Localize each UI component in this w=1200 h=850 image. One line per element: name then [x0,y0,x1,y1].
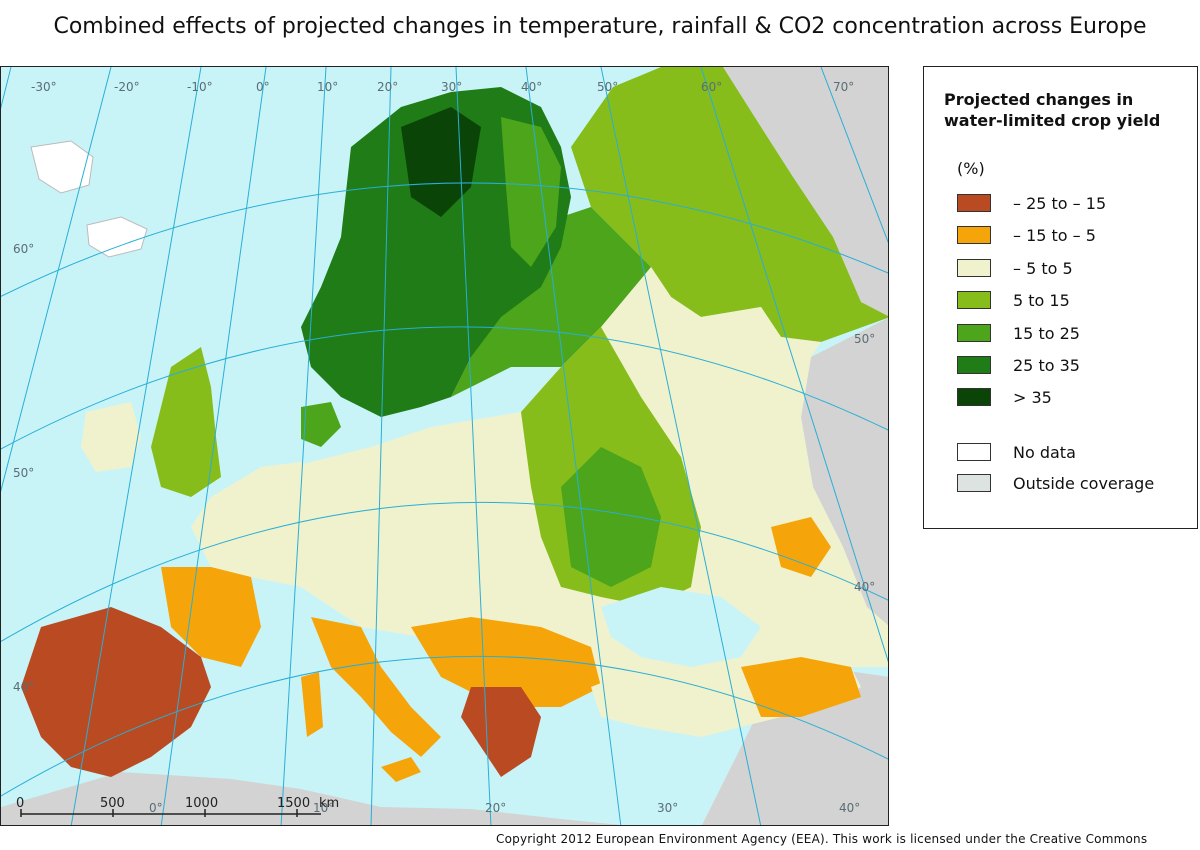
legend-label: No data [1013,442,1076,462]
region-ukraine-green [561,447,661,587]
region-scandinavia [301,87,571,417]
legend-title: Projected changes in water-limited crop … [944,90,1161,130]
legend-item: – 25 to – 15 [957,192,1106,214]
graticule-labels-right: 50° 40° [854,332,875,594]
region-south-france [161,567,261,667]
region-greece [461,687,541,777]
copyright-notice: Copyright 2012 European Environment Agen… [496,832,1148,846]
legend-swatch [957,226,991,244]
lon-label: 30° [657,801,678,815]
lon-label: 30° [441,80,462,94]
graticule-labels-bottom: 0° 10° 20° 30° 40° [149,801,860,815]
legend-label: 15 to 25 [1013,323,1080,343]
region-baltic-green [451,207,651,397]
map-title: Combined effects of projected changes in… [53,14,1147,39]
region-east-outside [801,318,888,626]
lon-label: 0° [256,80,270,94]
legend-swatch [957,291,991,309]
region-ne-outside [723,67,888,316]
lat-label: 40° [13,680,34,694]
lon-label: 60° [701,80,722,94]
region-middle-east-outside [702,667,888,825]
graticule-labels-left: 60° 50° 40° [13,242,34,694]
lon-label: 10° [313,801,334,815]
scale-unit-label: km [319,796,339,811]
legend-label: – 5 to 5 [1013,258,1073,278]
scale-tick-label: 0 [16,796,24,811]
lon-label: 40° [839,801,860,815]
lon-label: -10° [187,80,213,94]
legend-label: > 35 [1013,387,1052,407]
lon-label: 0° [149,801,163,815]
lon-label: 20° [485,801,506,815]
graticule [1,67,888,825]
legend-swatch [957,356,991,374]
legend-item: No data [957,441,1076,463]
legend-item: Outside coverage [957,472,1154,494]
legend-swatch [957,474,991,492]
lat-label: 50° [13,466,34,480]
legend-item: 15 to 25 [957,322,1080,344]
region-north-africa-outside [1,772,621,825]
region-balkans [411,617,601,707]
lon-label: -20° [114,80,140,94]
region-great-britain [151,347,221,497]
legend-panel: Projected changes in water-limited crop … [923,66,1198,529]
region-iceland-no-data [86,216,148,258]
lon-label: 70° [833,80,854,94]
legend-unit: (%) [957,159,985,178]
black-sea [601,587,761,667]
lon-label: 20° [377,80,398,94]
lon-label: 10° [317,80,338,94]
region-caucasus [771,517,831,577]
legend-swatch [957,443,991,461]
region-italy [311,617,441,757]
legend-item: – 15 to – 5 [957,224,1096,246]
legend-swatch [957,194,991,212]
region-denmark [301,402,341,447]
region-russia-north [571,67,888,342]
legend-item: 5 to 15 [957,289,1070,311]
legend-label: Outside coverage [1013,473,1155,493]
legend-swatch [957,388,991,406]
legend-swatch [957,259,991,277]
lat-label: 60° [13,242,34,256]
legend-label: – 15 to – 5 [1013,225,1096,245]
scale-tick-label: 1500 [277,796,310,811]
lon-label: 50° [597,80,618,94]
region-turkey-east [741,657,861,717]
region-ireland [81,402,141,472]
scale-tick-label: 1000 [185,796,218,811]
region-greenland-no-data [30,140,94,194]
europe-map: -30° -20° -10° 0° 10° 20° 30° 40° 50° 60… [1,67,888,825]
region-france-germany [191,457,381,587]
region-sicily [381,757,421,782]
legend-label: – 25 to – 15 [1013,193,1107,213]
scale-tick-label: 500 [100,796,125,811]
legend-label: 25 to 35 [1013,355,1080,375]
region-iberia [21,607,211,777]
region-lapland-dark [401,107,481,217]
legend-item: 25 to 35 [957,354,1080,376]
scale-bar: 0 500 1000 1500 km [16,796,339,817]
map-panel[interactable]: -30° -20° -10° 0° 10° 20° 30° 40° 50° 60… [0,66,889,826]
lat-label: 40° [854,580,875,594]
lat-label: 50° [854,332,875,346]
legend-item: – 5 to 5 [957,257,1073,279]
legend-label: 5 to 15 [1013,290,1070,310]
region-sardinia [301,672,323,737]
graticule-labels-top: -30° -20° -10° 0° 10° 20° 30° 40° 50° 60… [31,80,854,94]
legend-item: > 35 [957,386,1052,408]
lon-label: -30° [31,80,57,94]
legend-swatch [957,324,991,342]
lon-label: 40° [521,80,542,94]
